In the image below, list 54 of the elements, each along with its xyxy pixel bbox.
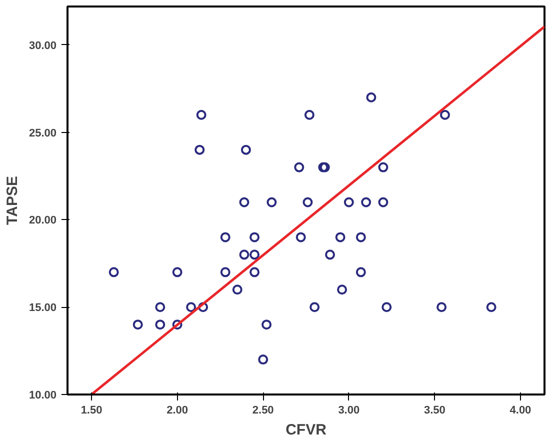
point [325, 250, 336, 260]
point [196, 110, 206, 120]
point [250, 250, 260, 260]
point [378, 162, 388, 172]
x-tick-label: 3.50 [424, 404, 446, 416]
point [108, 267, 119, 278]
y-tick-label: 30.00 [28, 40, 57, 52]
point [361, 197, 372, 208]
point [366, 92, 376, 102]
point [310, 302, 320, 312]
point [486, 302, 496, 312]
y-tick-label: 10.00 [28, 390, 57, 402]
point [258, 354, 268, 365]
point [172, 320, 182, 330]
point [239, 197, 250, 208]
point [155, 320, 166, 330]
point [186, 302, 196, 312]
point [132, 320, 143, 330]
point [382, 302, 392, 312]
point [250, 232, 260, 242]
point [239, 250, 250, 260]
point [220, 267, 230, 278]
point [155, 302, 166, 312]
point [266, 197, 277, 208]
y-tick-label: 25.00 [28, 127, 57, 140]
point [296, 232, 306, 242]
y-axis-title: TAPSE [4, 176, 21, 225]
point [344, 197, 354, 208]
point [194, 144, 205, 155]
point [440, 110, 450, 120]
point [220, 232, 230, 242]
point [304, 110, 314, 120]
x-tick-label: 1.50 [80, 404, 102, 416]
point [378, 197, 388, 208]
point [337, 284, 348, 295]
point [250, 267, 260, 278]
point [172, 267, 182, 278]
point [356, 232, 366, 242]
point [335, 232, 346, 242]
x-tick-label: 2.50 [252, 404, 274, 416]
point [262, 320, 272, 330]
point [232, 284, 242, 295]
y-tick-label: 15.00 [28, 302, 57, 314]
x-tick-label: 4.00 [510, 404, 532, 416]
point [294, 162, 304, 172]
point [436, 302, 447, 312]
point [240, 144, 251, 155]
y-tick-label: 20.00 [28, 214, 57, 227]
x-tick-label: 3.00 [338, 404, 360, 416]
x-tick-label: 2.00 [166, 404, 188, 416]
x-axis-title: CFVR [286, 422, 327, 438]
point [356, 267, 366, 278]
point [198, 302, 208, 312]
point [302, 197, 313, 208]
